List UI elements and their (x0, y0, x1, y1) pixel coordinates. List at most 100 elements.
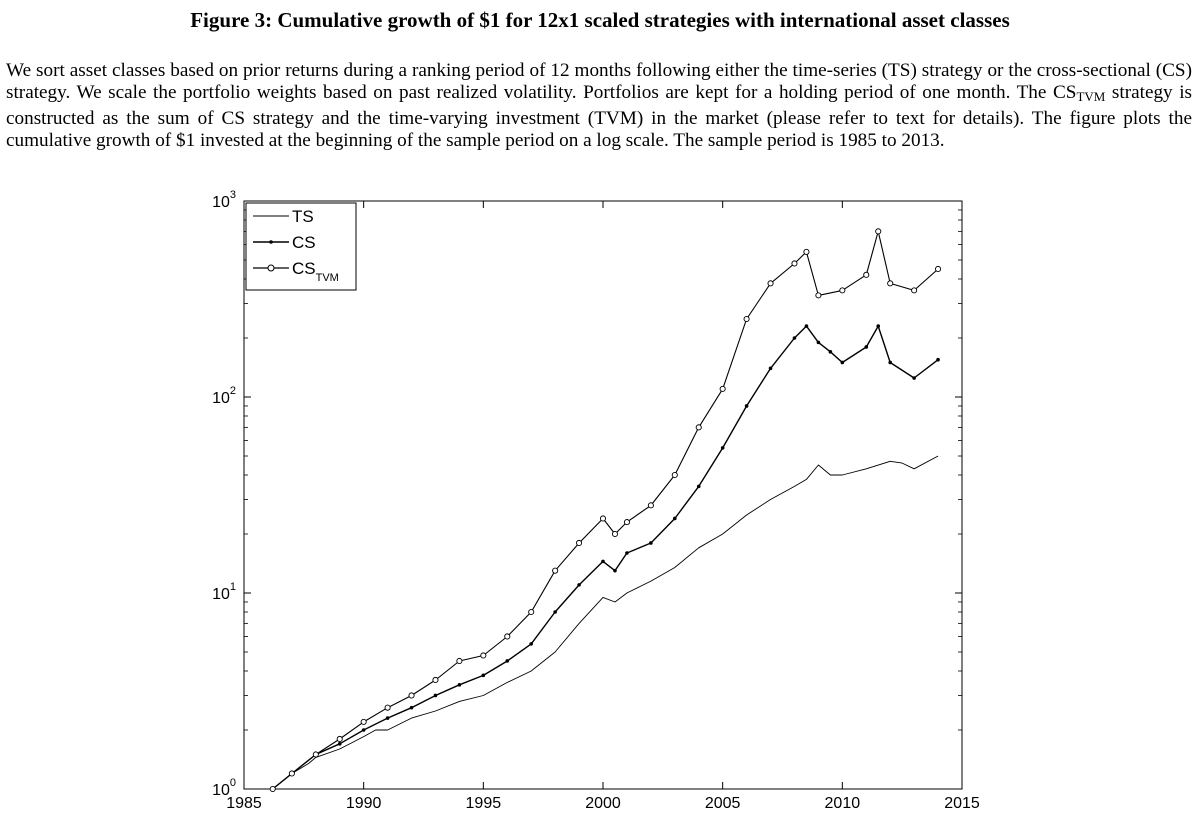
caption-text-part2: strategy is constructed as the sum of CS… (6, 82, 1192, 151)
legend-box (245, 202, 357, 291)
data-point-cstvm (719, 385, 726, 392)
data-point-cstvm (576, 539, 583, 547)
series-line-ts (272, 455, 939, 790)
figure-caption: We sort asset classes based on prior ret… (6, 60, 1192, 152)
y-tick-label: 100 (212, 777, 236, 799)
data-point-cs (649, 541, 653, 545)
data-point-cstvm (815, 292, 822, 299)
data-point-cstvm (384, 704, 391, 711)
y-tick-exponent: 3 (230, 189, 236, 201)
x-tick-label: 1990 (346, 795, 382, 812)
caption-subscript: TVM (1076, 89, 1106, 104)
data-point-cs (876, 324, 881, 328)
legend-marker-cstvm (267, 264, 275, 272)
data-point-cs (457, 683, 462, 687)
data-point-cs (385, 716, 390, 720)
data-point-cstvm (456, 657, 463, 665)
series-layer (269, 228, 942, 793)
data-point-cs (529, 642, 533, 646)
x-tick-label: 2015 (944, 795, 980, 812)
x-tick-label: 1995 (466, 795, 502, 812)
data-point-cs (744, 404, 749, 408)
data-point-cs (792, 336, 797, 340)
y-tick-base: 10 (212, 586, 230, 603)
y-tick-label: 101 (212, 581, 236, 603)
legend-label-cstvm: CSTVM (292, 259, 339, 284)
data-point-cs (888, 360, 892, 365)
data-point-cstvm (528, 608, 535, 616)
x-axis: 1985 1990 1995 2000 2005 2010 2015 (226, 201, 980, 812)
data-point-cs (936, 357, 940, 362)
figure-title: Figure 3: Cumulative growth of $1 for 12… (190, 8, 1010, 32)
data-point-cstvm (336, 735, 343, 743)
x-tick-label: 2000 (585, 795, 621, 812)
y-tick-exponent: 2 (230, 385, 236, 397)
data-point-cstvm (611, 530, 619, 538)
data-point-cstvm (887, 280, 894, 287)
data-point-cs (720, 446, 725, 450)
legend-label-cstvm-main: CS (292, 259, 316, 278)
data-point-cs (828, 350, 833, 354)
data-point-cs (337, 742, 342, 746)
caption-text-part1: We sort asset classes based on prior ret… (6, 60, 1192, 103)
data-point-cstvm (695, 424, 702, 431)
data-point-cstvm (623, 519, 630, 526)
plot-area (243, 200, 963, 790)
data-point-cs (625, 551, 629, 555)
data-point-cs (577, 583, 581, 587)
data-point-cstvm (360, 718, 367, 725)
data-point-cstvm (269, 785, 276, 793)
data-point-cstvm (911, 287, 918, 294)
data-point-cstvm (671, 471, 678, 479)
y-tick-exponent: 0 (230, 777, 236, 789)
data-point-cs (673, 516, 677, 521)
data-point-cs (804, 324, 809, 328)
data-point-cs (361, 728, 366, 732)
data-point-cstvm (552, 567, 559, 574)
data-point-cs (696, 484, 701, 489)
data-point-cstvm (647, 502, 654, 509)
data-point-cstvm (767, 280, 774, 287)
y-tick-base: 10 (212, 390, 230, 407)
data-point-cs (816, 340, 821, 345)
legend-label-cstvm-sub: TVM (316, 272, 339, 284)
legend-marker-cs (269, 240, 273, 244)
data-point-cs (433, 693, 438, 698)
data-point-cs (553, 610, 557, 614)
legend-label-ts: TS (292, 207, 314, 226)
data-point-cs (481, 673, 486, 678)
x-tick-label: 2005 (705, 795, 741, 812)
data-point-cstvm (312, 751, 319, 758)
data-point-cstvm (743, 315, 750, 323)
data-point-cstvm (504, 633, 511, 640)
data-point-cs (912, 376, 916, 380)
data-point-cstvm (480, 652, 487, 659)
y-tick-label: 102 (212, 385, 236, 407)
legend-label-cs: CS (292, 233, 316, 252)
data-point-cs (864, 345, 869, 349)
data-point-cstvm (863, 271, 870, 278)
data-point-cstvm (288, 770, 295, 777)
data-point-cstvm (599, 515, 607, 522)
data-point-cstvm (839, 287, 846, 294)
data-point-cstvm (432, 676, 439, 684)
data-point-cs (613, 568, 617, 573)
data-point-cs (601, 559, 605, 564)
data-point-cs (840, 360, 845, 365)
data-point-cstvm (803, 248, 810, 255)
y-tick-base: 10 (212, 782, 230, 799)
data-point-cs (768, 366, 773, 371)
x-tick-label: 1985 (226, 795, 262, 812)
data-point-cs (409, 705, 414, 710)
y-tick-label: 103 (212, 189, 236, 211)
data-point-cstvm (408, 692, 415, 699)
y-tick-base: 10 (212, 194, 230, 211)
x-tick-label: 2010 (825, 795, 861, 812)
legend: TS CS CSTVM (245, 202, 357, 291)
data-point-cstvm (875, 228, 882, 235)
series-line-cs-tvm (272, 230, 939, 790)
data-point-cstvm (935, 265, 942, 273)
data-point-cstvm (791, 260, 798, 267)
